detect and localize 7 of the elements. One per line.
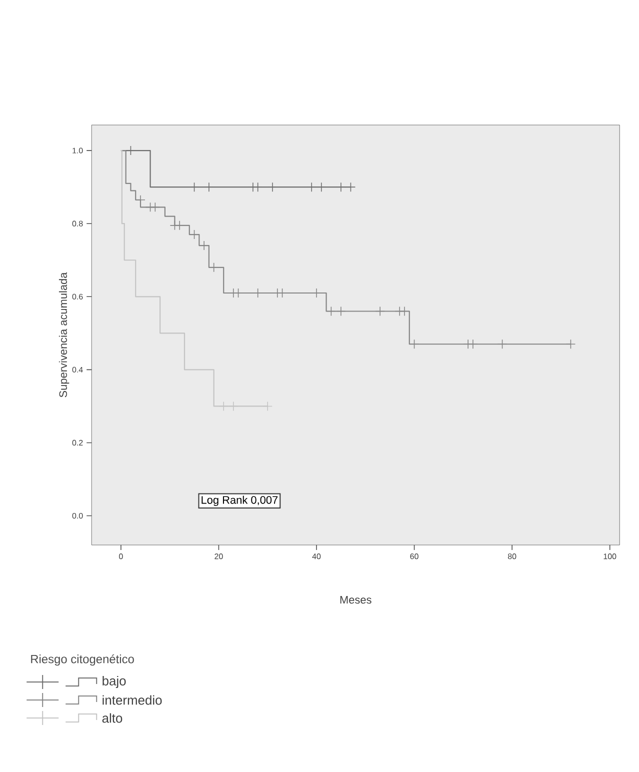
legend-title: Riesgo citogenético	[31, 654, 134, 666]
y-axis-title: Supervivencia acumulada	[59, 272, 70, 398]
legend-label: bajo	[102, 676, 126, 688]
annotation: Log Rank 0,007	[202, 496, 278, 506]
legend-label: alto	[102, 713, 122, 723]
x-axis-title: Meses	[340, 596, 372, 604]
legend-label: intermedio	[102, 695, 162, 705]
